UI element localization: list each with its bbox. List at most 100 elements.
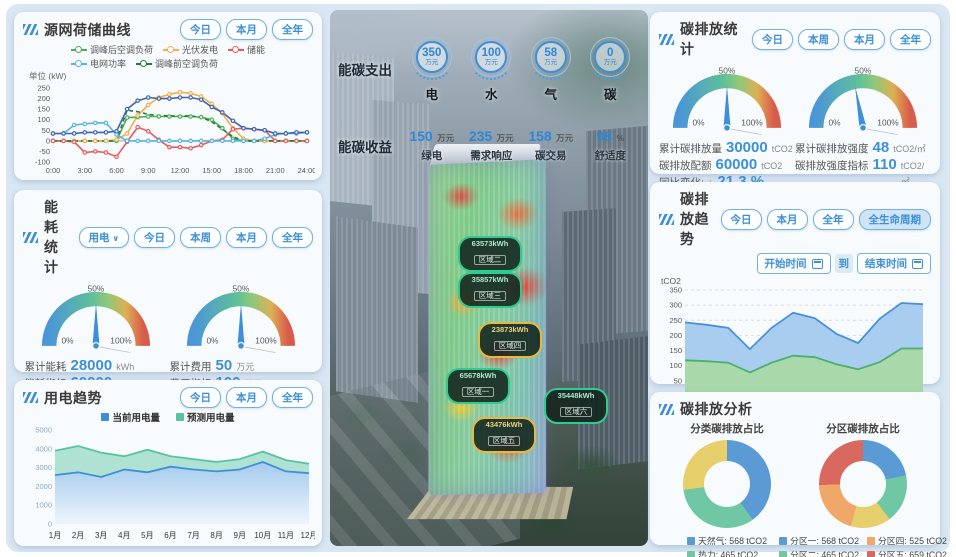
range-button-week[interactable]: 本周	[798, 29, 839, 50]
zone-pill: 23873kWh 区域四	[478, 322, 542, 358]
range-button-today[interactable]: 今日	[180, 387, 221, 408]
y-axis-unit-label: tCO2	[661, 276, 931, 286]
expense-label: 能碳支出	[338, 59, 402, 79]
kpi-gas: 58 万元 气	[523, 34, 579, 103]
panel-carbon-stats: 碳排放统计 今日 本周 本月 全年 50% 0% 100% 累计碳排放量 30000 tC…	[650, 12, 940, 174]
panel-energy-stats: 能耗统计 用电 ∨ 今日 本周 本月 全年 50% 0% 100% 累计能耗 28000 k…	[14, 190, 322, 372]
svg-text:8月: 8月	[210, 531, 222, 540]
panel-title: 碳排放趋势	[680, 189, 715, 249]
zone-pill: 35857kWh 区域三	[458, 272, 522, 308]
panel-slashes-icon	[23, 232, 38, 243]
svg-text:50%: 50%	[87, 283, 104, 293]
legend-item: 分区四: 525 tCO2	[867, 534, 947, 548]
range-button-today[interactable]: 今日	[180, 19, 221, 40]
legend-item: 调峰前空调负荷	[136, 57, 218, 70]
panel-slashes-icon	[659, 214, 674, 225]
svg-text:4000: 4000	[35, 444, 52, 453]
svg-text:6:00: 6:00	[109, 166, 124, 175]
range-button-today[interactable]: 今日	[134, 227, 175, 248]
panel-carbon-trend: 碳排放趋势 今日 本月 全年 全生命周期 开始时间 到 结束时间 tCO2 05…	[650, 182, 940, 384]
zone-donut-legend: 分区一: 568 tCO2分区二: 465 tCO2分区三: 385 tCO2分…	[795, 534, 931, 557]
svg-text:0: 0	[48, 520, 52, 529]
legend-item: 电网功率	[71, 57, 126, 70]
donut-title: 分类碳排放占比	[690, 421, 764, 436]
energy-type-dropdown[interactable]: 用电 ∨	[79, 227, 130, 248]
svg-text:200: 200	[669, 331, 682, 340]
legend-item: 储能	[228, 43, 265, 56]
end-date-input[interactable]: 结束时间	[857, 253, 931, 274]
svg-text:4月: 4月	[118, 531, 130, 540]
range-button-year[interactable]: 全年	[890, 29, 931, 50]
calendar-icon	[912, 259, 923, 269]
svg-text:18:00: 18:00	[234, 166, 253, 175]
svg-text:12月: 12月	[301, 531, 315, 540]
svg-text:1月: 1月	[49, 531, 61, 540]
range-button-month[interactable]: 本月	[226, 227, 267, 248]
svg-text:100%: 100%	[877, 118, 899, 128]
svg-text:3月: 3月	[95, 531, 107, 540]
svg-text:100: 100	[669, 361, 682, 370]
range-button-month[interactable]: 本月	[844, 29, 885, 50]
svg-text:0: 0	[46, 136, 50, 145]
svg-text:50%: 50%	[232, 283, 249, 293]
panel-slashes-icon	[659, 34, 674, 45]
legend-item: 调峰后空调负荷	[71, 43, 153, 56]
curve-chart: -100 -50 050 100150 200250 0:00 3:00 6:00 9:00 12…	[23, 82, 315, 176]
svg-text:1000: 1000	[35, 501, 52, 510]
zone-donut-chart	[819, 440, 907, 528]
start-date-input[interactable]: 开始时间	[757, 253, 831, 274]
range-button-month[interactable]: 本月	[226, 387, 267, 408]
kpi-green-power: 150 万元 绿电	[404, 128, 460, 163]
gauge-stat-row: 碳排放配额 60000 tCO2	[659, 157, 795, 174]
panel-carbon-analysis: 碳排放分析 分类碳排放占比 天然气: 568 tCO2热力: 465 tCO2电…	[650, 392, 940, 545]
gauge-stat-row: 累计碳排放量 30000 tCO2	[659, 140, 795, 157]
range-button-week[interactable]: 本周	[180, 227, 221, 248]
svg-text:10月: 10月	[254, 531, 271, 540]
dashboard-background: 源网荷储曲线 今日 本月 全年 调峰后空调负荷 光伏发电 储能 电网功率 调峰前空调负荷…	[6, 4, 950, 552]
range-button-lifecycle[interactable]: 全生命周期	[859, 209, 932, 230]
svg-text:5月: 5月	[141, 531, 153, 540]
calendar-icon	[812, 259, 823, 269]
range-button-month[interactable]: 本月	[767, 209, 808, 230]
dashboard: 源网荷储曲线 今日 本月 全年 调峰后空调负荷 光伏发电 储能 电网功率 调峰前空调负荷…	[0, 0, 956, 557]
kpi-demand-response: 235 万元 需求响应	[463, 128, 519, 163]
svg-text:0:00: 0:00	[46, 166, 61, 175]
legend-item: 预测用电量	[176, 410, 235, 424]
power-trend-chart: 0 1000 2000 3000 4000 5000 1月 2月 3月 4月 5月 6月 7月 8月 9月 1…	[23, 424, 315, 542]
panel-slashes-icon	[659, 404, 674, 415]
power-trend-legend: 当前用电量 预测用电量	[23, 410, 313, 424]
svg-text:250: 250	[669, 316, 682, 325]
category-donut-legend: 天然气: 568 tCO2热力: 465 tCO2电力: 385 tCO2	[687, 534, 767, 557]
svg-text:300: 300	[669, 301, 682, 310]
range-button-today[interactable]: 今日	[752, 29, 793, 50]
svg-text:100%: 100%	[255, 336, 277, 346]
y-axis-unit-label: 单位 (kW)	[29, 70, 313, 82]
svg-text:0%: 0%	[61, 336, 74, 346]
legend-item: 热力: 465 tCO2	[687, 548, 767, 557]
range-button-today[interactable]: 今日	[721, 209, 762, 230]
svg-text:9月: 9月	[234, 531, 246, 540]
svg-text:50: 50	[42, 126, 50, 135]
kpi-comfort: 98 % 舒适度	[582, 128, 638, 163]
range-button-month[interactable]: 本月	[226, 19, 267, 40]
chevron-down-icon: ∨	[113, 234, 120, 243]
svg-text:250: 250	[37, 84, 50, 93]
zone-pill: 65678kWh 区域一	[446, 368, 510, 404]
range-button-year[interactable]: 全年	[272, 387, 313, 408]
kpi-carbon-trade: 158 万元 碳交易	[523, 128, 579, 163]
date-range-separator: 到	[835, 254, 854, 273]
range-button-year[interactable]: 全年	[272, 19, 313, 40]
svg-text:7月: 7月	[187, 531, 199, 540]
range-button-year[interactable]: 全年	[272, 227, 313, 248]
kpi-water: 100 万元 水	[463, 34, 519, 103]
svg-text:-50: -50	[39, 147, 50, 156]
income-label: 能碳收益	[338, 136, 402, 156]
kpi-carbon: 0 万元 碳	[582, 34, 638, 103]
svg-text:150: 150	[669, 346, 682, 355]
category-donut-chart	[683, 440, 771, 528]
svg-text:3000: 3000	[35, 463, 52, 472]
svg-text:2月: 2月	[72, 531, 84, 540]
svg-text:6月: 6月	[164, 531, 176, 540]
svg-text:12:00: 12:00	[171, 166, 190, 175]
range-button-year[interactable]: 全年	[813, 209, 854, 230]
